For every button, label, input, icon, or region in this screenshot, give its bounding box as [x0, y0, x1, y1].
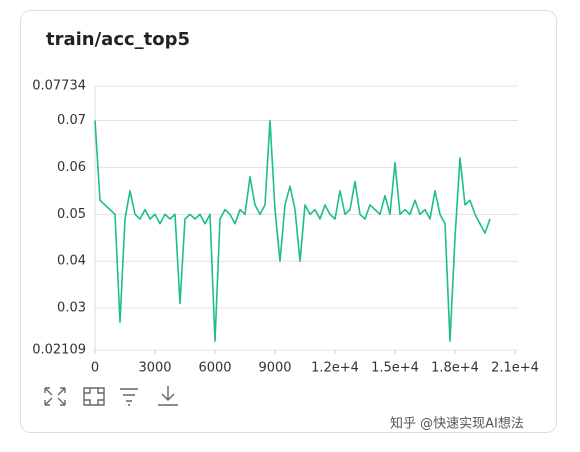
watermark: 知乎 @快速实现AI想法: [390, 416, 524, 432]
y-tick-label: 0.07734: [32, 79, 86, 94]
x-tick-label: 1.2e+4: [311, 361, 359, 376]
filter-icon[interactable]: [120, 388, 138, 406]
x-tick-label: 3000: [138, 361, 171, 376]
x-tick-label: 1.8e+4: [431, 361, 479, 376]
y-tick-label: 0.02109: [32, 343, 86, 358]
x-tick-label: 6000: [198, 361, 231, 376]
y-tick-label: 0.04: [57, 254, 86, 269]
download-icon[interactable]: [158, 386, 178, 406]
y-tick-label: 0.06: [57, 160, 86, 175]
x-tick-label: 9000: [258, 361, 291, 376]
y-tick-label: 0.07: [57, 113, 86, 128]
series-line: [94, 119, 491, 342]
toolbar: [44, 386, 178, 406]
fullscreen-icon[interactable]: [44, 387, 66, 406]
y-tick-label: 0.05: [57, 207, 86, 222]
x-tick-label: 1.5e+4: [371, 361, 419, 376]
x-tick-label: 0: [91, 361, 99, 376]
fit-icon[interactable]: [83, 387, 105, 406]
x-tick-label: 2.1e+4: [491, 361, 539, 376]
y-tick-label: 0.03: [57, 301, 86, 316]
card: [20, 10, 557, 433]
chart-title: train/acc_top5: [46, 29, 190, 50]
